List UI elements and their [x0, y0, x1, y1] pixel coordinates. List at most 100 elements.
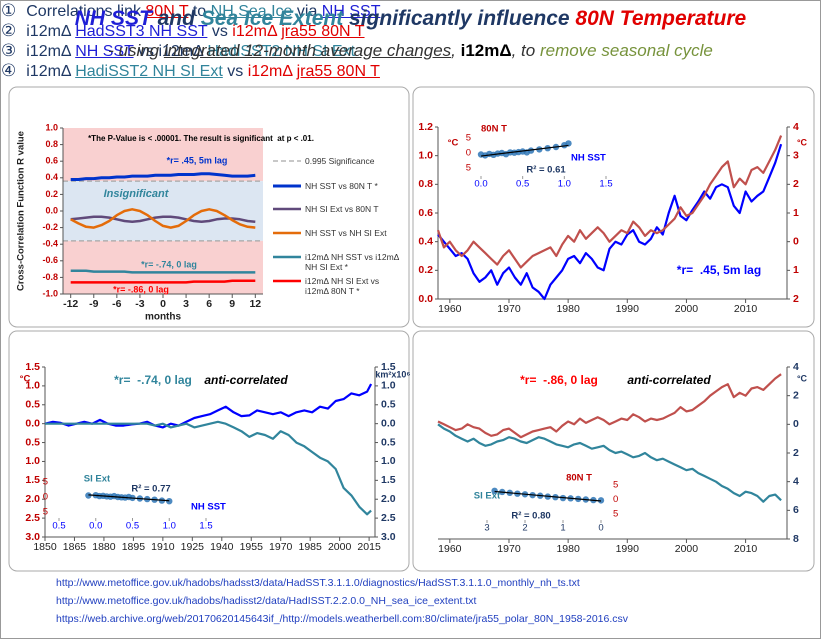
annotation: *r= -.74, 0 lag: [114, 373, 192, 387]
x-tick-label: 1960: [438, 543, 462, 555]
y-tick-label: -1.0: [42, 288, 58, 298]
inset-x-tick-label: 0.0: [89, 521, 102, 532]
title-part: HadiSST2 NH SI Ext: [207, 43, 356, 60]
title-part: via: [292, 3, 322, 20]
y-tick-label: -0.8: [42, 272, 58, 282]
x-tick-label: 1970: [497, 303, 521, 315]
y-tick-label: 0.6: [418, 207, 433, 219]
x-tick-label: -9: [89, 298, 98, 310]
title-part: i12mΔ: [158, 43, 208, 60]
inset-x-tick-label: 1.5: [199, 521, 212, 532]
legend-label: 0.995 Significance: [305, 156, 375, 166]
title-part: ,: [451, 41, 461, 60]
y2-unit: km²x10⁶: [375, 369, 410, 379]
inset-label: SI Ext: [84, 474, 111, 485]
inset-trendline: [480, 144, 569, 157]
title-part: HadSST3 NH SST: [75, 23, 208, 40]
panel-title: ③ i12mΔ NH SST vs i12mΔ HadiSST2 NH SI Ex…: [1, 41, 820, 61]
y2-tick-label: 1.0: [381, 380, 396, 392]
x-tick-label: 1980: [556, 543, 580, 555]
y2-unit: °C: [797, 373, 808, 383]
title-part: i12mΔ: [26, 23, 76, 40]
title: NH SST and Sea Ice Extent significantly …: [1, 7, 820, 31]
y2-tick-label: 1.5: [381, 361, 396, 373]
x-tick-label: 1910: [151, 541, 175, 553]
y-tick-label: 0.0: [45, 205, 58, 215]
inset-x-tick-label: 1.0: [163, 521, 176, 532]
y-tick-label: 1.0: [25, 455, 40, 467]
y2-tick-label: 2: [793, 293, 799, 305]
series-line: [70, 215, 256, 224]
title-part: i12mΔ: [26, 43, 76, 60]
x-tick-label: 2000: [675, 303, 699, 315]
y-tick-label: 0.2: [418, 264, 433, 276]
y2-tick-label: 4: [793, 361, 799, 373]
series-line: [70, 208, 256, 229]
title-part: Sea Ice Extent: [200, 7, 344, 30]
inset-y-tick-label: 0: [613, 494, 618, 505]
inset-label: 80N T: [566, 473, 592, 484]
inset-label: 80N T: [481, 124, 507, 135]
annotation: *r= -.74, 0 lag: [141, 259, 197, 269]
x-tick-label: 2010: [734, 303, 758, 315]
title-part: 80N T: [145, 3, 189, 20]
inset-trendline: [494, 490, 602, 502]
annotation: Insignificant: [104, 188, 170, 200]
y-tick-label: 1.5: [25, 361, 40, 373]
inset-point: [527, 147, 535, 154]
y2-tick-label: 1: [793, 207, 799, 219]
y-tick-label: 1.0: [45, 122, 58, 132]
x-tick-label: 12: [249, 298, 261, 310]
y2-tick-label: 4: [793, 121, 799, 133]
inset-point: [166, 498, 173, 505]
subtitle: - using integrated 12-month average chan…: [1, 41, 820, 61]
inset-label: R² = 0.77: [131, 484, 170, 495]
series-line: [437, 423, 782, 503]
title-part: vs: [207, 23, 233, 40]
series-line: [70, 279, 256, 284]
panel-frame: [412, 86, 815, 328]
x-tick-label: 1895: [122, 541, 146, 553]
series-line: [45, 420, 372, 516]
inset-x-tick-label: 0.0: [474, 179, 487, 190]
inset-x-tick-label: 0: [598, 523, 603, 534]
x-tick-label: 6: [206, 298, 212, 310]
inset-y-tick-label: 5: [466, 133, 471, 144]
y-tick-label: 1.0: [25, 380, 40, 392]
inset-label: NH SST: [191, 502, 226, 513]
x-tick-label: 1940: [210, 541, 234, 553]
y2-tick-label: 4: [793, 475, 799, 487]
y-tick-label: 2.5: [25, 512, 40, 524]
inset-y-tick-label: 5: [613, 480, 618, 491]
title-part: , to: [511, 41, 540, 60]
y-axis-label: Cross-Correlation Function R value: [16, 131, 27, 291]
x-axis-label: months: [145, 312, 182, 323]
inset-point: [491, 487, 498, 494]
x-tick-label: 1970: [269, 541, 293, 553]
source-link: http://www.metoffice.gov.uk/hadobs/hadss…: [56, 577, 580, 589]
x-tick-label: 1955: [240, 541, 264, 553]
y-tick-label: 0.2: [45, 189, 58, 199]
x-tick-label: -3: [135, 298, 144, 310]
source-link: https://web.archive.org/web/201706201456…: [56, 613, 629, 625]
inset-label: NH SST: [571, 153, 606, 164]
panel-number: ④: [1, 61, 17, 80]
legend-label: NH SI Ext vs 80N T: [305, 204, 379, 214]
x-tick-label: 1925: [181, 541, 205, 553]
x-tick-label: -6: [112, 298, 121, 310]
title-part: NH Sea Ice: [210, 3, 293, 20]
y-tick-label: -0.4: [42, 239, 58, 249]
y-unit: °C: [20, 374, 31, 385]
y2-tick-label: 1.5: [381, 474, 396, 486]
x-tick-label: 3: [183, 298, 189, 310]
annotation: *r= -.86, 0 lag: [520, 373, 598, 387]
y-tick-label: 2.0: [25, 493, 40, 505]
y2-tick-label: 0: [793, 418, 799, 430]
y-unit: °C: [448, 138, 459, 149]
inset-point: [85, 492, 92, 499]
panel-title: ② i12mΔ HadSST3 NH SST vs i12mΔ jra55 80N…: [1, 21, 820, 41]
title-part: NH SST: [74, 7, 152, 30]
inset-y-tick-label: 5: [43, 477, 48, 488]
x-tick-label: 1865: [63, 541, 87, 553]
